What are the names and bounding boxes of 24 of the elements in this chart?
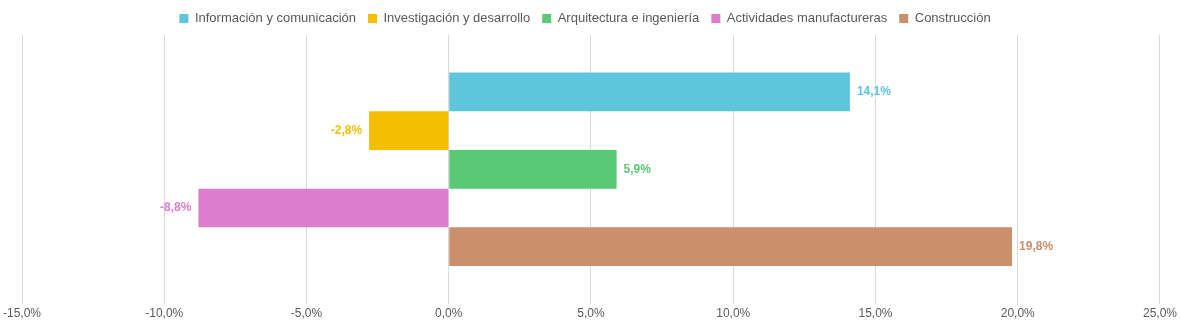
x-tick-label: 5,0% bbox=[577, 306, 605, 321]
data-label: 19,8% bbox=[1019, 238, 1054, 253]
data-label: 14,1% bbox=[856, 84, 892, 99]
bar bbox=[369, 111, 449, 150]
x-tick-label: -5,0% bbox=[290, 306, 323, 321]
legend-label: Construcción bbox=[914, 10, 991, 26]
x-tick-label: -10,0% bbox=[145, 306, 184, 321]
legend-label: Información y comunicación bbox=[194, 10, 357, 26]
bar bbox=[198, 188, 449, 228]
bar bbox=[449, 149, 617, 189]
data-label: -2,8% bbox=[330, 122, 363, 137]
legend-label: Actividades manufactureras bbox=[726, 10, 888, 26]
x-tick-label: 0,0% bbox=[435, 306, 463, 321]
x-tick-label: -15,0% bbox=[3, 306, 42, 321]
bar bbox=[449, 227, 1013, 266]
bar bbox=[449, 72, 850, 112]
legend-label: Arquitectura e ingeniería bbox=[557, 10, 701, 26]
data-label: -8,8% bbox=[160, 200, 192, 215]
x-tick-label: 15,0% bbox=[858, 306, 893, 321]
x-tick-label: 25,0% bbox=[1142, 306, 1178, 321]
data-label: 5,9% bbox=[623, 161, 652, 176]
x-tick-label: 10,0% bbox=[716, 306, 751, 321]
legend-label: Investigación y desarrollo bbox=[383, 10, 531, 26]
x-tick-label: 20,0% bbox=[1000, 306, 1036, 321]
